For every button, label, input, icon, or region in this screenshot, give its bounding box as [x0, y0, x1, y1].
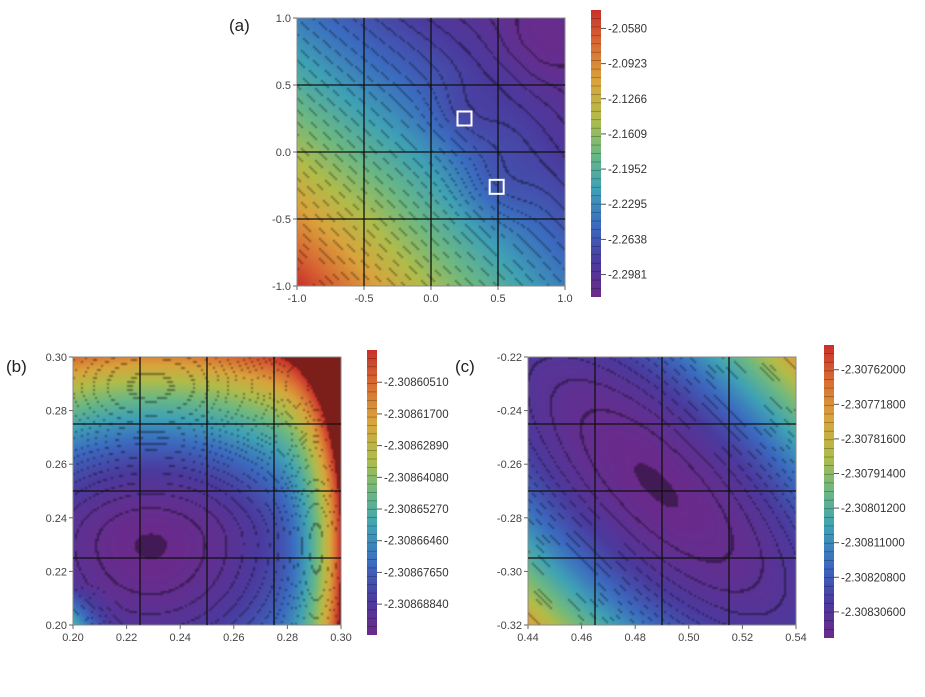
colorbar-tick-label: -2.30862890 [384, 441, 449, 453]
y-tick-label: -0.28 [497, 513, 522, 525]
panel-a: (a) -1.0 -0.5 0.0 0.5 1.0 1.0 0.5 0.0 -0.5 -1.0 -… [229, 10, 647, 305]
y-tick-label: 0.30 [46, 352, 67, 364]
colorbar-b: -2.30860510 -2.30861700 -2.30862890 -2.3086… [367, 350, 449, 635]
y-tick-label: 0.22 [46, 566, 67, 578]
colorbar-strip [824, 345, 834, 638]
panel-label-c: (c) [455, 357, 475, 376]
colorbar-strip [591, 10, 601, 297]
x-tick-label: 0.30 [330, 632, 351, 644]
colorbar-tick-label: -2.0580 [608, 23, 647, 35]
colorbar-tick-label: -2.2981 [608, 270, 647, 282]
y-tick-label: 0.0 [276, 147, 291, 159]
colorbar-tick-label: -2.0923 [608, 59, 647, 71]
x-tick-label: 0.54 [785, 632, 806, 644]
colorbar-tick-label: -2.30865270 [384, 504, 449, 516]
y-tick-label: -0.22 [497, 352, 522, 364]
x-tick-label: 0.28 [277, 632, 298, 644]
x-tick-label: 0.48 [624, 632, 645, 644]
plot-area-b: 0.20 0.22 0.24 0.26 0.28 0.30 0.30 0.28 0.26 0.24… [46, 352, 352, 644]
y-tick-label: -0.26 [497, 459, 522, 471]
colorbar-tick-label: -2.30801200 [841, 503, 906, 515]
y-tick-label: -0.5 [272, 214, 291, 226]
colorbar-tick-label: -2.30864080 [384, 472, 449, 484]
colorbar-tick-label: -2.30866460 [384, 536, 449, 548]
panel-label-b: (b) [6, 357, 27, 376]
y-tick-label: -0.30 [497, 566, 522, 578]
y-tick-label: 0.5 [276, 80, 291, 92]
x-tick-label: 1.0 [557, 293, 572, 305]
x-tick-label: 0.20 [62, 632, 83, 644]
x-tick-label: 0.0 [423, 293, 438, 305]
colorbar-tick-label: -2.30791400 [841, 468, 906, 480]
colorbar-tick-label: -2.30830600 [841, 607, 906, 619]
plot-area-a: -1.0 -0.5 0.0 0.5 1.0 1.0 0.5 0.0 -0.5 -1.0 [272, 13, 573, 305]
colorbar-tick-label: -2.1952 [608, 164, 647, 176]
x-tick-label: 0.52 [732, 632, 753, 644]
colorbar-tick-label: -2.30860510 [384, 377, 449, 389]
colorbar-strip [367, 350, 377, 635]
y-tick-label: 0.24 [46, 513, 67, 525]
x-tick-label: -1.0 [288, 293, 307, 305]
y-tick-label: 1.0 [276, 13, 291, 25]
x-tick-label: 0.44 [517, 632, 538, 644]
x-tick-label: 0.50 [678, 632, 699, 644]
colorbar-tick-label: -2.2295 [608, 199, 647, 211]
panel-c: (c) 0.44 0.46 0.48 0.50 0.52 0.54 -0.22 -0.24 -0… [455, 345, 906, 644]
y-tick-label: -0.32 [497, 620, 522, 632]
panel-b: (b) 0.20 0.22 0.24 0.26 0.28 0.30 0.30 0.28 0.26… [6, 350, 449, 644]
y-tick-label: -0.24 [497, 406, 522, 418]
x-tick-label: -0.5 [355, 293, 374, 305]
x-tick-label: 0.24 [169, 632, 190, 644]
colorbar-tick-label: -2.30867650 [384, 567, 449, 579]
y-tick-label: -1.0 [272, 281, 291, 293]
region-marker-square [488, 178, 505, 195]
y-tick-label: 0.20 [46, 620, 67, 632]
x-tick-label: 0.26 [223, 632, 244, 644]
colorbar-tick-label: -2.30781600 [841, 434, 906, 446]
colorbar-c: -2.30762000 -2.30771800 -2.30781600 -2.3079… [824, 345, 906, 638]
colorbar-tick-label: -2.1609 [608, 129, 647, 141]
x-tick-label: 0.22 [116, 632, 137, 644]
colorbar-tick-label: -2.30771800 [841, 399, 906, 411]
x-tick-label: 0.5 [490, 293, 505, 305]
colorbar-tick-label: -2.30861700 [384, 409, 449, 421]
panel-label-a: (a) [229, 16, 250, 35]
y-tick-label: 0.28 [46, 406, 67, 418]
y-tick-label: 0.26 [46, 459, 67, 471]
colorbar-tick-label: -2.30811000 [841, 538, 905, 550]
colorbar-tick-label: -2.30820800 [841, 572, 906, 584]
region-marker-square [456, 110, 473, 127]
colorbar-tick-label: -2.2638 [608, 234, 647, 246]
colorbar-tick-label: -2.30762000 [841, 365, 906, 377]
colorbar-tick-label: -2.1266 [608, 94, 647, 106]
colorbar-a: -2.0580 -2.0923 -2.1266 -2.1609 -2.1952 -2.22… [591, 10, 647, 297]
plot-area-c: 0.44 0.46 0.48 0.50 0.52 0.54 -0.22 -0.24 -0.26 -… [497, 352, 807, 644]
colorbar-tick-label: -2.30868840 [384, 599, 449, 611]
x-tick-label: 0.46 [571, 632, 592, 644]
